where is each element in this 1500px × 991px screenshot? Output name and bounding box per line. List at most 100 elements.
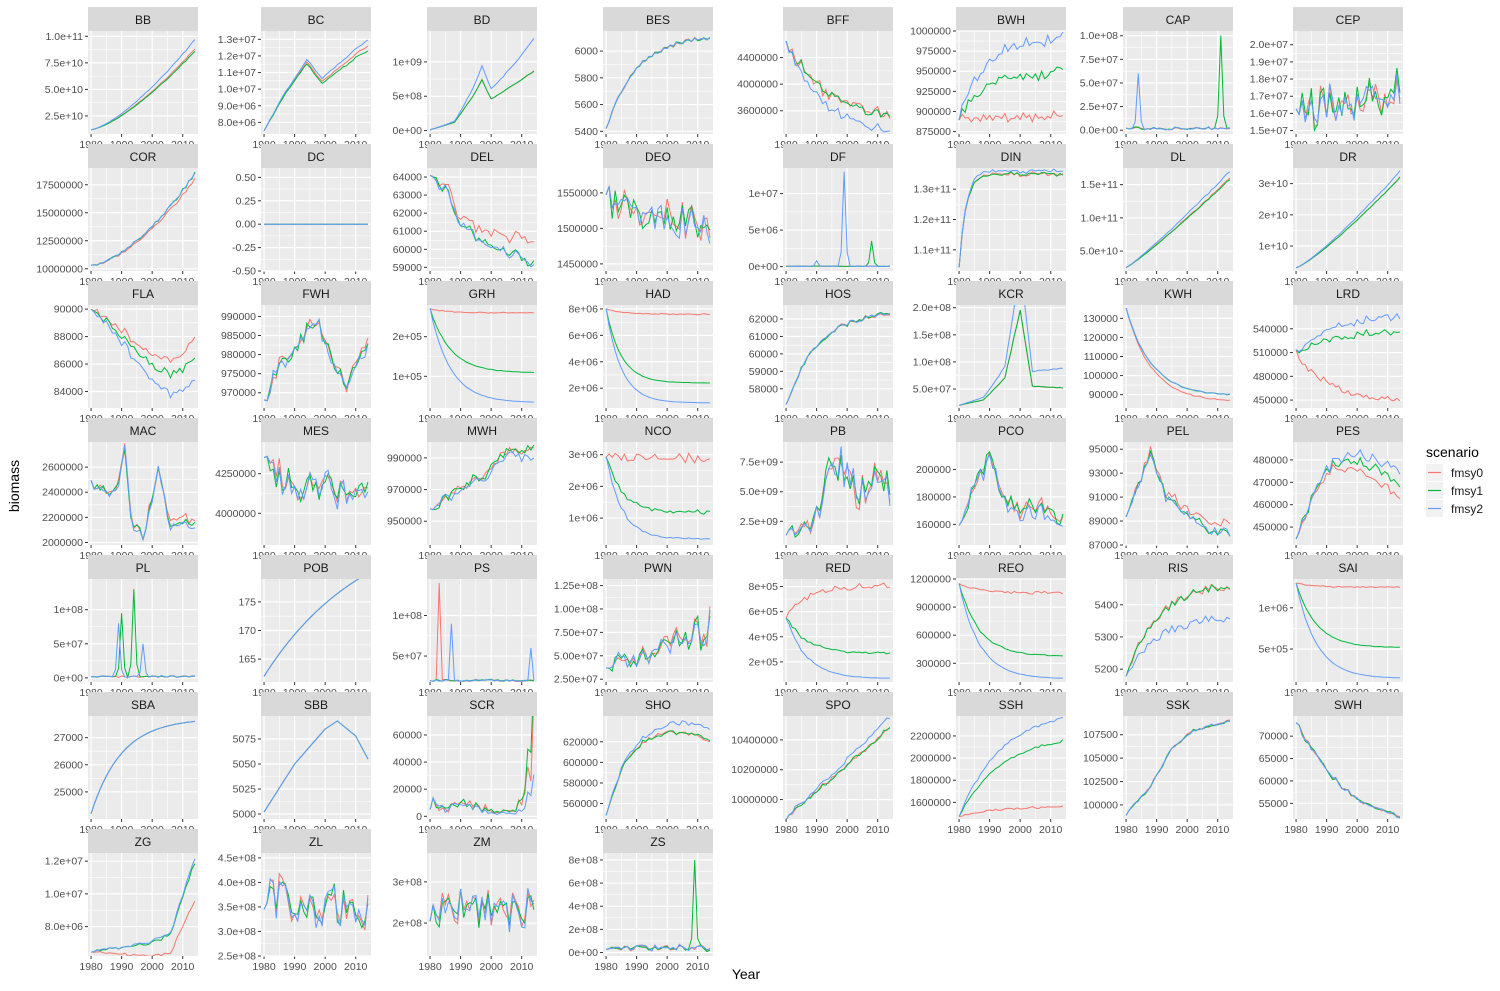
series-line-fmsy2: [786, 171, 890, 268]
facet-strip: [261, 281, 371, 305]
facet-strip-label: MWH: [467, 424, 497, 438]
y-tick-label: 60000: [393, 244, 422, 256]
y-tick-label: 6e+05: [749, 606, 779, 618]
y-tick-label: 5.0e+10: [1080, 246, 1118, 258]
series-line-fmsy2: [429, 451, 535, 511]
series-line-fmsy1: [1125, 583, 1231, 677]
y-tick-label: 1e+10: [1259, 241, 1289, 253]
y-tick-label: 58000: [749, 383, 778, 395]
facet-strip: [88, 692, 198, 716]
y-tick-label: 3600000: [737, 105, 778, 117]
x-tick-label: 2000: [1008, 824, 1032, 836]
facet-strip-label: DL: [1170, 150, 1186, 164]
series-line-fmsy2: [785, 446, 891, 536]
y-tick-label: 2e+06: [569, 383, 599, 395]
facet-strip-label: BB: [135, 13, 151, 27]
panel-background: [956, 305, 1066, 408]
x-tick-label: 2000: [140, 961, 164, 973]
y-tick-label: 1.25e+08: [554, 580, 598, 592]
series-line-fmsy1: [958, 451, 1064, 526]
panel-background: [956, 442, 1066, 545]
y-tick-label: 5025: [233, 784, 257, 796]
facet-panel-ssh: SSH 1980 1990 2000 2010 1600000 1800000 2000000…: [910, 692, 1066, 836]
y-tick-label: 2.5e+10: [45, 110, 83, 122]
y-tick-label: 10200000: [731, 764, 778, 776]
series-line-fmsy2: [90, 308, 195, 400]
y-tick-label: 1.8e+07: [1250, 74, 1288, 86]
y-tick-label: 6000: [575, 46, 599, 58]
facet-strip: [88, 555, 198, 579]
y-tick-label: 2200000: [42, 512, 83, 524]
x-tick-label: 1990: [1315, 824, 1339, 836]
facet-strip-label: SBA: [131, 698, 155, 712]
facet-panel-deo: DEO1980199020002010145000015000001550000: [557, 144, 713, 288]
y-tick-label: 2.0e+07: [1250, 39, 1288, 51]
series-line-fmsy2: [1295, 73, 1401, 125]
y-tick-label: 5.00e+07: [554, 650, 598, 662]
y-tick-label: 25000: [54, 786, 83, 798]
series-line-fmsy0: [429, 308, 534, 314]
y-tick-label: 1.3e+07: [218, 34, 256, 46]
panel-background: [427, 31, 537, 134]
y-tick-label: 4400000: [737, 52, 778, 64]
facet-panel-bc: BC19801990200020108.0e+069.0e+061.0e+071…: [218, 7, 371, 151]
x-tick-label: 2000: [313, 961, 337, 973]
y-tick-label: 970000: [221, 387, 256, 399]
x-tick-label: 1980: [1284, 824, 1308, 836]
series-line-fmsy0: [1296, 582, 1400, 589]
facet-strip: [1123, 418, 1233, 442]
facet-strip-label: ZS: [650, 835, 665, 849]
x-tick-label: 2010: [171, 961, 195, 973]
y-tick-label: 40000: [393, 757, 422, 769]
panel-background: [603, 31, 713, 134]
series-line-fmsy1: [785, 617, 891, 655]
x-tick-label: 2000: [655, 961, 679, 973]
y-tick-label: 5.0e+07: [1080, 77, 1118, 89]
y-tick-label: 1.3e+11: [914, 184, 952, 196]
series-line-fmsy2: [1295, 170, 1401, 269]
y-tick-label: 0.25: [236, 195, 257, 207]
y-tick-label: 925000: [916, 86, 951, 98]
y-tick-label: 62000: [749, 313, 778, 325]
facet-strip: [427, 281, 537, 305]
y-tick-label: 0e+00: [569, 947, 599, 959]
facet-strip: [603, 7, 713, 31]
series-line-fmsy0: [91, 900, 196, 956]
y-tick-label: 165: [238, 654, 256, 666]
x-tick-label: 1980: [594, 961, 618, 973]
y-tick-label: 1.0e+07: [45, 888, 83, 900]
y-tick-label: 60000: [1259, 775, 1288, 787]
facet-strip-label: ZL: [309, 835, 323, 849]
series-line-fmsy2: [785, 40, 890, 133]
facet-strip-label: SCR: [469, 698, 495, 712]
x-tick-label: 1990: [110, 961, 134, 973]
facet-strip: [427, 829, 537, 853]
facet-strip: [603, 555, 713, 579]
y-tick-label: 1.00e+08: [554, 603, 598, 615]
series-line-fmsy2: [1295, 582, 1400, 679]
x-tick-label: 2000: [1345, 824, 1369, 836]
facet-strip-label: RIS: [1168, 561, 1188, 575]
series-line-fmsy0: [785, 582, 890, 619]
series-line-fmsy2: [785, 717, 891, 819]
panel-background: [261, 31, 371, 134]
facet-strip: [261, 7, 371, 31]
x-tick-label: 1980: [947, 824, 971, 836]
panel-background: [1123, 442, 1233, 545]
facet-panels: BB 1980 1990 2000 2010 2.5e+10 5.0e+10 7.5e+10 1…: [36, 7, 1403, 973]
y-tick-label: 5400: [575, 126, 599, 138]
series-line-fmsy1: [429, 308, 534, 374]
y-tick-label: 4e+06: [569, 356, 599, 368]
facet-strip: [1293, 418, 1403, 442]
y-tick-label: 2e+10: [1259, 209, 1289, 221]
y-tick-label: 4e+08: [569, 901, 599, 913]
facet-strip: [783, 692, 893, 716]
series-line-fmsy0: [959, 805, 1064, 817]
series-line-fmsy2: [429, 308, 534, 403]
facet-strip-label: SPO: [825, 698, 850, 712]
facet-panel-fwh: FWH1980199020002010970000975000980000985…: [221, 281, 371, 425]
series-line-fmsy1: [263, 881, 369, 930]
series-line-fmsy1: [958, 171, 1064, 268]
y-tick-label: 950000: [387, 516, 422, 528]
